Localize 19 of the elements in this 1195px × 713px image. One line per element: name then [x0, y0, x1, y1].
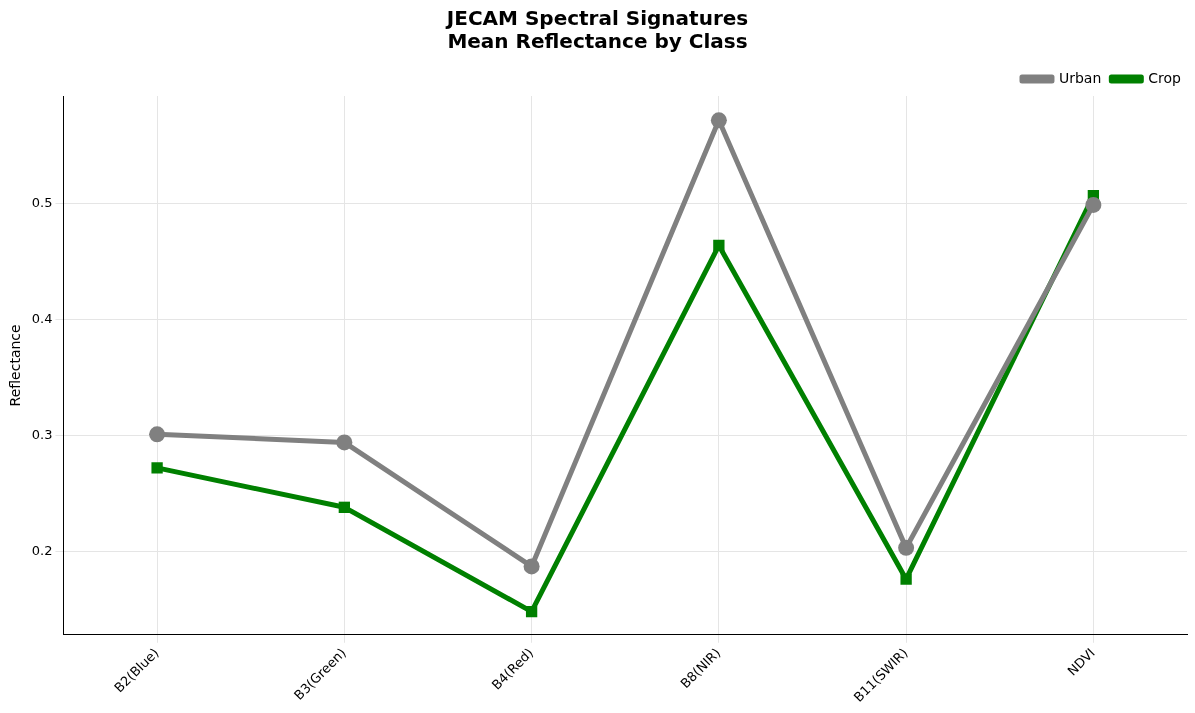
point	[710, 112, 727, 129]
point	[151, 462, 163, 474]
y-tick-label: 0.4	[31, 310, 53, 326]
point	[525, 605, 538, 618]
legend-label: Crop	[1148, 69, 1182, 86]
y-tick-label: 0.3	[31, 426, 53, 442]
point	[713, 239, 725, 252]
y-tick-label: 0.5	[31, 195, 53, 211]
point	[338, 501, 351, 513]
point	[898, 539, 915, 556]
point	[336, 434, 353, 451]
point	[1085, 196, 1102, 213]
chart-title: JECAM Spectral Signatures Mean Reflectance by Class	[444, 5, 749, 53]
legend-label: Urban	[1058, 69, 1102, 86]
y-tick-label: 0.2	[31, 542, 53, 558]
y-axis-title: Reflectance	[7, 324, 24, 407]
point	[149, 426, 166, 443]
point	[900, 573, 912, 585]
point	[523, 558, 540, 575]
